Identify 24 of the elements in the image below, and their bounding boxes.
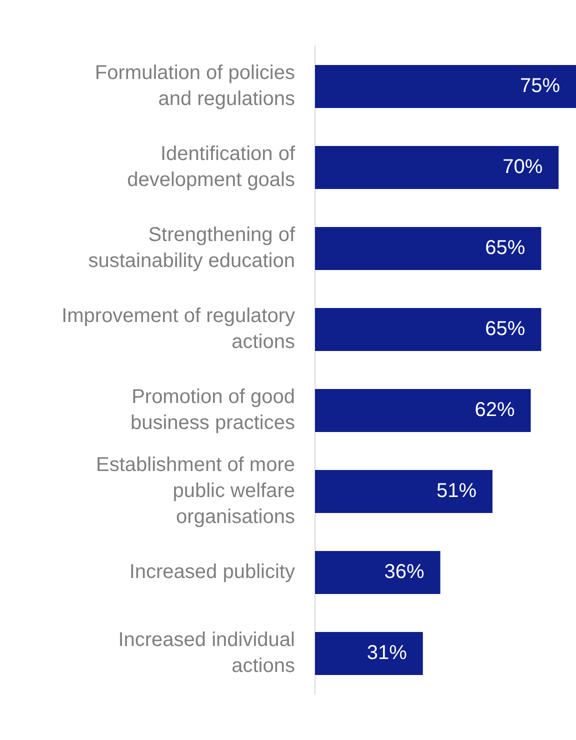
y-tick-label: Formulation of policies and regulations: [94, 62, 295, 110]
bar: [315, 632, 423, 675]
data-label: 70%: [502, 156, 543, 178]
bar: [315, 65, 576, 108]
y-tick-label: Increased individual actions: [118, 629, 295, 678]
y-tick-label: Improvement of regulatory actions: [62, 305, 295, 354]
data-label: 51%: [436, 480, 477, 502]
data-label: 31%: [366, 642, 408, 664]
bar: [315, 470, 492, 513]
y-tick-label: Establishment of more public welfare organisations: [96, 454, 295, 528]
data-label: 65%: [485, 318, 526, 340]
y-tick-label: Strengthening of sustainability education: [88, 224, 296, 272]
data-label: 75%: [520, 75, 560, 98]
y-tick-label: Identification of development goals: [127, 143, 296, 192]
bar: [315, 146, 559, 189]
data-label: 65%: [485, 237, 526, 260]
y-tick-label: Increased publicity: [129, 561, 295, 584]
bar: [315, 308, 542, 351]
bar: [315, 551, 440, 594]
data-label: 62%: [474, 399, 515, 422]
bar: [315, 389, 531, 432]
bar: [315, 227, 542, 270]
y-tick-label: Promotion of good business practices: [130, 386, 295, 434]
data-label: 36%: [384, 561, 424, 584]
